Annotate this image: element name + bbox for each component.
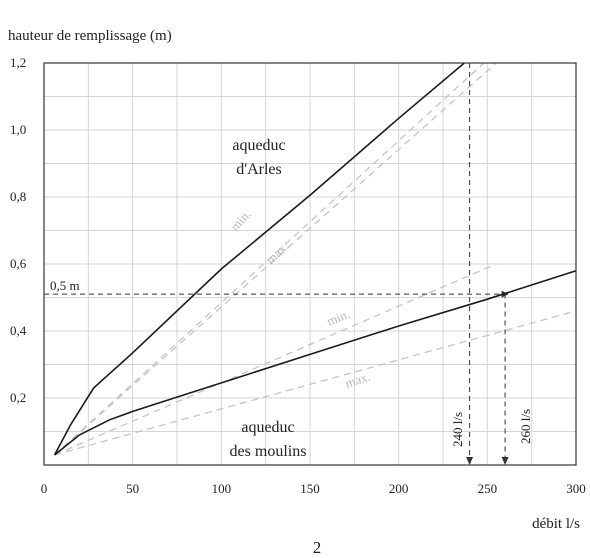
x-tick-label: 100	[212, 481, 232, 496]
annotation-moulins-max: max.	[343, 369, 372, 391]
y-tick-label: 0,8	[10, 189, 26, 204]
ref-label-v240: 240 l/s	[450, 412, 465, 447]
series-line-moulins_min	[54, 263, 497, 456]
y-tick-label: 0,6	[10, 256, 27, 271]
y-tick-label: 0,4	[10, 323, 27, 338]
x-tick-label: 0	[41, 481, 48, 496]
x-tick-label: 300	[566, 481, 586, 496]
series-line-moulins	[54, 269, 577, 456]
annotation-moulins-min: min.	[325, 306, 352, 329]
series-line-arles_min	[54, 62, 485, 456]
series-line-moulins_max	[54, 310, 577, 456]
ref-label-v260: 260 l/s	[518, 409, 533, 444]
series-line-arles_max	[54, 62, 497, 456]
y-tick-label: 1,0	[10, 122, 26, 137]
figure-number: 2	[313, 538, 322, 557]
plot-frame	[43, 62, 577, 466]
x-tick-label: 50	[126, 481, 139, 496]
label-arles: aqueduc d'Arles	[232, 137, 285, 178]
x-axis-title: débit l/s	[532, 516, 580, 532]
label-arles-line-1: aqueduc	[232, 137, 285, 154]
x-tick-label: 200	[389, 481, 409, 496]
ref-arrow-v240	[466, 457, 474, 465]
ref-label-h: 0,5 m	[50, 278, 80, 293]
ref-arrow-v260	[501, 457, 509, 465]
label-arles-line-2: d'Arles	[236, 161, 282, 178]
y-tick-label: 1,2	[10, 55, 26, 70]
label-moulins-line-2: des moulins	[230, 443, 307, 460]
series-line-arles	[53, 62, 465, 456]
label-moulins-line-1: aqueduc	[241, 419, 294, 436]
annotation-arles-min: min.	[227, 207, 254, 234]
reference-lines	[44, 63, 509, 465]
tick-labels: 0 50 100 150 200 250 300 0,2 0,4 0,6 0,8 1,0 1,2	[10, 55, 586, 496]
x-tick-label: 150	[300, 481, 320, 496]
plot-border	[43, 62, 577, 466]
series-lines	[53, 62, 577, 456]
bound-lines	[54, 62, 577, 456]
label-moulins: aqueduc des moulins	[230, 419, 307, 460]
y-tick-label: 0,2	[10, 390, 26, 405]
y-axis-title: hauteur de remplissage (m)	[8, 28, 172, 44]
x-tick-label: 250	[478, 481, 498, 496]
grid	[44, 63, 576, 465]
